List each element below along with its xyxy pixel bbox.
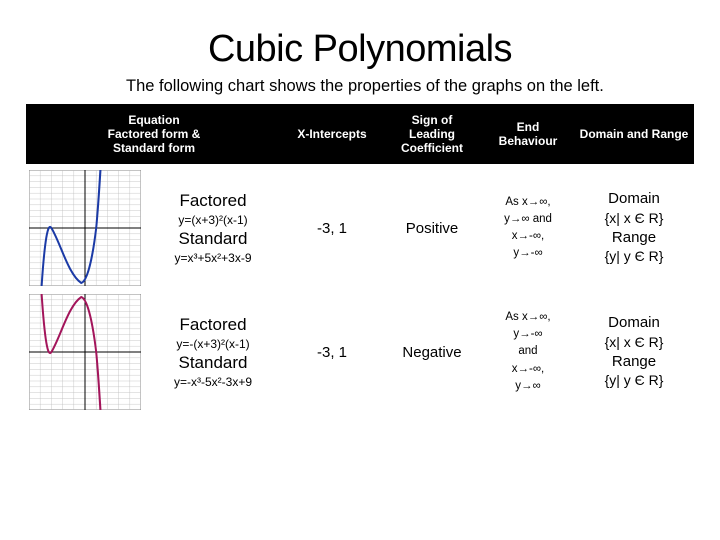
- domain-set: {x| x Є R}: [605, 210, 664, 228]
- xintercepts-cell: -3, 1: [282, 292, 382, 412]
- domain-range-cell: Domain {x| x Є R} Range {y| y Є R}: [574, 292, 694, 412]
- col-sign: Sign ofLeadingCoefficient: [382, 104, 482, 164]
- domain-title: Domain: [608, 314, 660, 333]
- domain-set: {x| x Є R}: [605, 334, 664, 352]
- table-row: Factored y=-(x+3)²(x-1) Standard y=-x³-5…: [26, 292, 694, 412]
- equation-cell: Factored y=-(x+3)²(x-1) Standard y=-x³-5…: [144, 292, 282, 412]
- domain-title: Domain: [608, 190, 660, 209]
- standard-label: Standard: [179, 229, 248, 249]
- sign-cell: Negative: [382, 292, 482, 412]
- range-title: Range: [612, 353, 656, 372]
- range-title: Range: [612, 229, 656, 248]
- domain-range-cell: Domain {x| x Є R} Range {y| y Є R}: [574, 168, 694, 288]
- table: EquationFactored form &Standard form X-I…: [26, 104, 694, 412]
- graph-thumbnail: [26, 292, 144, 412]
- col-equation: EquationFactored form &Standard form: [26, 104, 282, 164]
- col-end: EndBehaviour: [482, 104, 574, 164]
- cubic-graph-positive: [29, 170, 141, 286]
- standard-label: Standard: [179, 353, 248, 373]
- cubic-graph-negative: [29, 294, 141, 410]
- standard-equation: y=-x³-5x²-3x+9: [174, 375, 252, 389]
- col-xintercepts: X-Intercepts: [282, 104, 382, 164]
- table-header: EquationFactored form &Standard form X-I…: [26, 104, 694, 164]
- factored-label: Factored: [179, 191, 246, 211]
- range-set: {y| y Є R}: [605, 372, 664, 390]
- sign-cell: Positive: [382, 168, 482, 288]
- factored-equation: y=(x+3)²(x-1): [178, 213, 247, 227]
- subtitle: The following chart shows the properties…: [126, 77, 694, 96]
- end-behaviour-cell: As x→∞,y→∞ andx→-∞,y→-∞: [482, 168, 574, 288]
- end-behaviour-cell: As x→∞,y→-∞andx→-∞,y→∞: [482, 292, 574, 412]
- factored-equation: y=-(x+3)²(x-1): [176, 337, 249, 351]
- factored-label: Factored: [179, 315, 246, 335]
- range-set: {y| y Є R}: [605, 248, 664, 266]
- equation-cell: Factored y=(x+3)²(x-1) Standard y=x³+5x²…: [144, 168, 282, 288]
- standard-equation: y=x³+5x²+3x-9: [174, 251, 251, 265]
- graph-thumbnail: [26, 168, 144, 288]
- slide: Cubic Polynomials The following chart sh…: [0, 0, 720, 540]
- col-domain: Domain and Range: [574, 104, 694, 164]
- xintercepts-cell: -3, 1: [282, 168, 382, 288]
- table-row: Factored y=(x+3)²(x-1) Standard y=x³+5x²…: [26, 168, 694, 288]
- page-title: Cubic Polynomials: [26, 28, 694, 71]
